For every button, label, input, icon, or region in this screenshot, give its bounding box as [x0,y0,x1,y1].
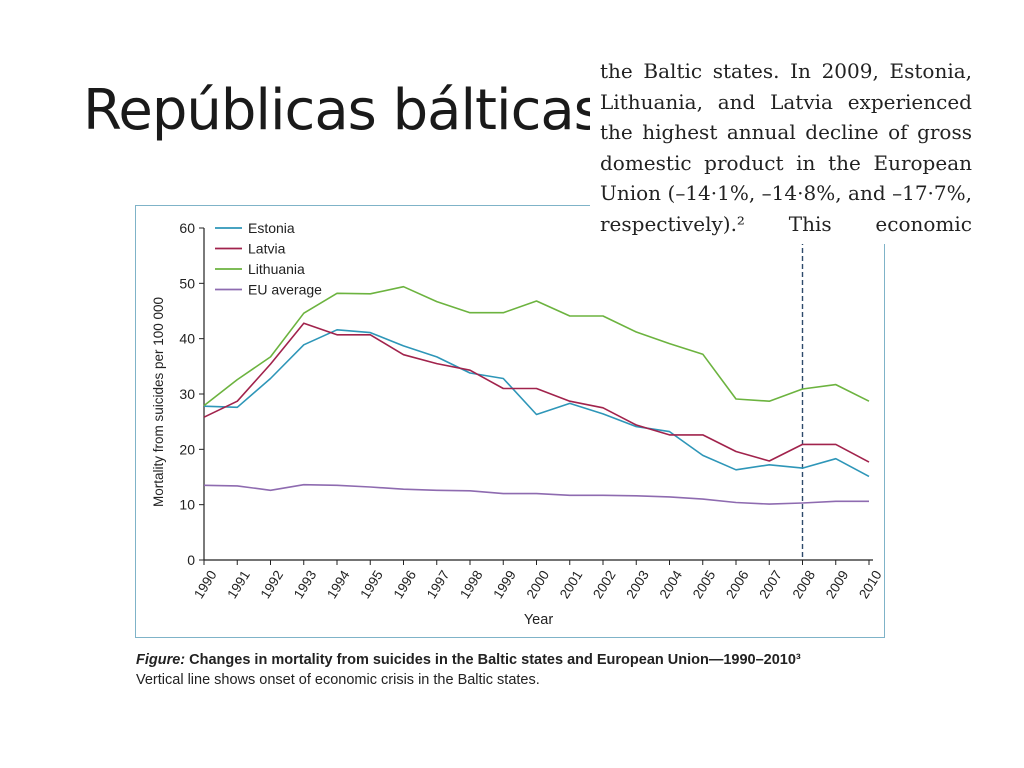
series-line-estonia [203,329,870,478]
figure-caption: Figure: Changes in mortality from suicid… [136,650,801,690]
x-tick-label: 2006 [723,568,752,601]
x-tick-label: 1992 [258,568,287,601]
caption-line-1: Figure: Changes in mortality from suicid… [136,650,801,670]
x-axis-label: Year [524,612,553,628]
caption-note: Vertical line shows onset of economic cr… [136,672,540,688]
x-tick-label: 2004 [657,567,686,601]
x-tick-label: 1990 [191,568,220,601]
series-line-latvia [203,322,870,463]
legend-label: EU average [248,282,322,298]
x-tick-label: 1991 [224,568,253,601]
y-tick-label: 40 [179,331,195,347]
x-tick-label: 2003 [623,568,652,601]
quote-paragraph: the Baltic states. In 2009, Estonia, Lit… [600,59,972,244]
x-tick-label: 1994 [324,567,353,601]
legend-label: Estonia [248,220,295,236]
y-axis-label: Mortality from suicides per 100 000 [151,297,166,507]
x-tick-label: 2005 [690,568,719,601]
y-tick-label: 30 [179,386,195,402]
caption-figure-label: Figure: [136,652,186,668]
legend-label: Lithuania [248,261,305,277]
y-tick-label: 60 [179,220,195,236]
y-tick-label: 10 [179,497,195,513]
chart-frame [135,205,885,638]
chart-legend: Estonia Latvia Lithuania EU average [215,220,322,298]
x-tick-label: 1996 [391,568,420,601]
x-tick-label: 1993 [291,568,320,601]
y-tick-label: 0 [187,552,195,568]
x-tick-label: 2009 [823,568,852,601]
x-tick-label: 2002 [590,568,619,601]
x-tick-label: 2001 [557,568,586,601]
y-tick-label: 50 [179,275,195,291]
x-tick-label: 1995 [357,568,386,601]
x-tick-label: 2000 [524,568,553,601]
chart-series-layer [203,216,870,560]
x-tick-label: 1997 [424,568,453,601]
quoted-text-excerpt: the Baltic states. In 2009, Estonia, Lit… [590,48,982,244]
x-tick-label: 2010 [856,568,885,601]
x-tick-label: 1998 [457,568,486,601]
x-tick-label: 2007 [756,568,785,601]
x-tick-label: 2008 [790,568,819,601]
legend-label: Latvia [248,241,286,257]
caption-title: Changes in mortality from suicides in th… [185,652,801,668]
series-line-eu-average [203,483,869,505]
series-line-lithuania [203,285,870,407]
slide-title: Repúblicas bálticas [83,78,603,143]
y-tick-label: 20 [179,441,195,457]
x-tick-label: 1999 [490,568,519,601]
